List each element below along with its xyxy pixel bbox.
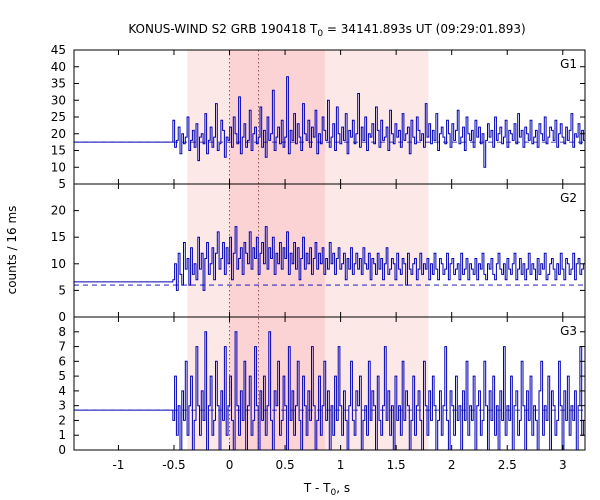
chart-title: KONUS-WIND S2 GRB 190418 T0 = 34141.893s… [128,22,525,39]
y-axis-label: counts / 16 ms [5,206,19,295]
g3-light-curve [74,331,586,451]
g1-y-tick-label: 35 [51,77,66,91]
g2-y-tick-label: 10 [51,257,66,271]
g2-y-tick-label: 5 [58,283,66,297]
x-tick-label: -0.5 [162,458,185,472]
g3-y-tick-label: 8 [58,325,66,339]
g1-y-tick-label: 20 [51,127,66,141]
g1-y-tick-label: 25 [51,110,66,124]
x-tick-label: 0 [226,458,234,472]
g1-y-tick-label: 15 [51,144,66,158]
g3-y-tick-label: 6 [58,354,66,368]
g3-y-tick-label: 3 [58,399,66,413]
g1-y-tick-label: 40 [51,60,66,74]
ticks-layer [74,49,585,451]
g1-y-tick-label: 45 [51,43,66,57]
x-tick-label: -1 [112,458,124,472]
x-tick-label: 1.5 [387,458,406,472]
g3-y-tick-label: 5 [58,369,66,383]
g3-y-tick-label: 0 [58,443,66,457]
x-tick-label: 0.5 [276,458,295,472]
shaded-intervals-layer [187,50,429,450]
x-tick-label: 3 [559,458,567,472]
g2-light-curve [74,226,586,312]
x-tick-label: 2.5 [498,458,517,472]
panel-label-g3: G3 [560,324,577,338]
g3-panel-frame [73,316,586,451]
g1-y-tick-label: 30 [51,93,66,107]
x-tick-label: 1 [337,458,345,472]
x-axis-label: T - T0, s [303,481,350,498]
g3-y-tick-label: 4 [58,384,66,398]
panel-label-g2: G2 [560,191,577,205]
g2-y-tick-label: 20 [51,204,66,218]
g2-y-tick-label: 15 [51,230,66,244]
g1-light-curve [74,76,586,168]
x-tick-label: 2 [448,458,456,472]
g3-y-tick-label: 1 [58,428,66,442]
g3-y-tick-label: 2 [58,413,66,427]
panel-label-g1: G1 [560,57,577,71]
g1-y-tick-label: 10 [51,160,66,174]
light-curves-layer [74,76,586,451]
g2-y-tick-label: 0 [58,310,66,324]
labels-layer: KONUS-WIND S2 GRB 190418 T0 = 34141.893s… [5,22,577,498]
g1-y-tick-label: 5 [58,177,66,191]
g3-y-tick-label: 7 [58,340,66,354]
